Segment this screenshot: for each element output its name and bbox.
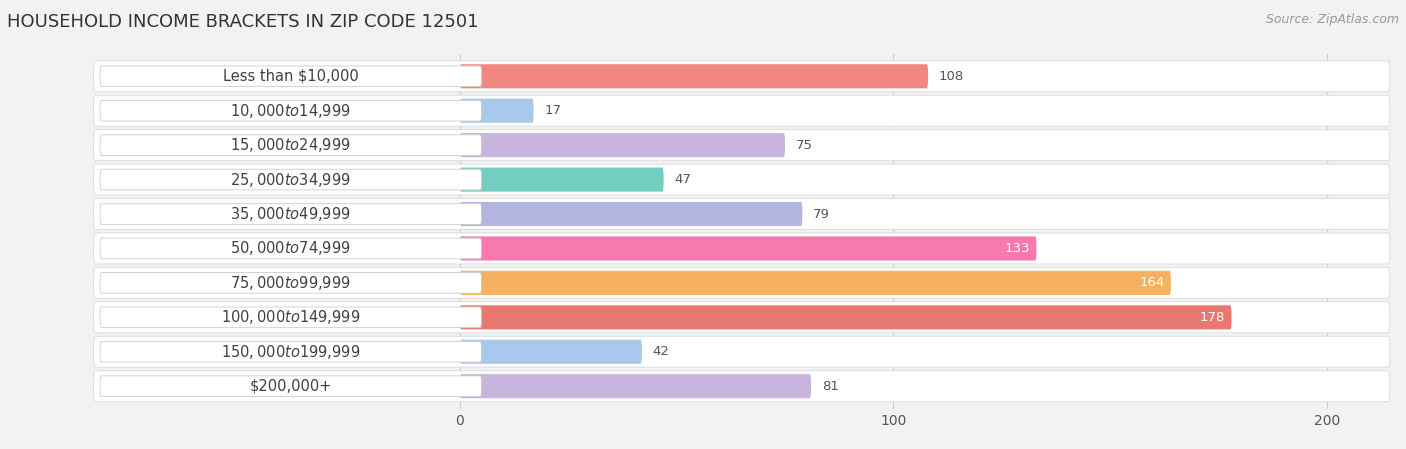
FancyBboxPatch shape xyxy=(100,135,481,155)
Text: 108: 108 xyxy=(939,70,965,83)
Text: $200,000+: $200,000+ xyxy=(250,379,332,394)
Text: 178: 178 xyxy=(1199,311,1225,324)
FancyBboxPatch shape xyxy=(100,238,481,259)
FancyBboxPatch shape xyxy=(460,237,1036,260)
FancyBboxPatch shape xyxy=(460,167,664,192)
Text: $75,000 to $99,999: $75,000 to $99,999 xyxy=(231,274,352,292)
FancyBboxPatch shape xyxy=(100,341,481,362)
FancyBboxPatch shape xyxy=(100,273,481,293)
Text: 164: 164 xyxy=(1139,277,1164,290)
FancyBboxPatch shape xyxy=(94,61,1389,92)
FancyBboxPatch shape xyxy=(94,336,1389,367)
Text: Source: ZipAtlas.com: Source: ZipAtlas.com xyxy=(1265,13,1399,26)
Text: 17: 17 xyxy=(544,104,561,117)
FancyBboxPatch shape xyxy=(100,376,481,396)
FancyBboxPatch shape xyxy=(460,340,643,364)
FancyBboxPatch shape xyxy=(94,164,1389,195)
FancyBboxPatch shape xyxy=(100,204,481,224)
FancyBboxPatch shape xyxy=(94,371,1389,402)
FancyBboxPatch shape xyxy=(460,305,1232,330)
Text: $150,000 to $199,999: $150,000 to $199,999 xyxy=(221,343,360,361)
FancyBboxPatch shape xyxy=(94,198,1389,229)
Text: $25,000 to $34,999: $25,000 to $34,999 xyxy=(231,171,352,189)
Text: 75: 75 xyxy=(796,139,813,152)
Text: 79: 79 xyxy=(813,207,830,220)
Text: HOUSEHOLD INCOME BRACKETS IN ZIP CODE 12501: HOUSEHOLD INCOME BRACKETS IN ZIP CODE 12… xyxy=(7,13,478,31)
FancyBboxPatch shape xyxy=(94,130,1389,161)
FancyBboxPatch shape xyxy=(94,95,1389,126)
FancyBboxPatch shape xyxy=(100,101,481,121)
FancyBboxPatch shape xyxy=(460,99,534,123)
Text: $35,000 to $49,999: $35,000 to $49,999 xyxy=(231,205,352,223)
Text: 81: 81 xyxy=(823,380,839,393)
FancyBboxPatch shape xyxy=(94,233,1389,264)
Text: 42: 42 xyxy=(652,345,669,358)
FancyBboxPatch shape xyxy=(94,268,1389,299)
FancyBboxPatch shape xyxy=(460,133,785,157)
Text: 133: 133 xyxy=(1004,242,1031,255)
Text: $100,000 to $149,999: $100,000 to $149,999 xyxy=(221,308,360,326)
FancyBboxPatch shape xyxy=(460,202,803,226)
FancyBboxPatch shape xyxy=(94,302,1389,333)
Text: $15,000 to $24,999: $15,000 to $24,999 xyxy=(231,136,352,154)
FancyBboxPatch shape xyxy=(460,64,928,88)
Text: Less than $10,000: Less than $10,000 xyxy=(224,69,359,84)
Text: $10,000 to $14,999: $10,000 to $14,999 xyxy=(231,102,352,120)
FancyBboxPatch shape xyxy=(100,66,481,87)
FancyBboxPatch shape xyxy=(100,307,481,328)
FancyBboxPatch shape xyxy=(460,374,811,398)
FancyBboxPatch shape xyxy=(460,271,1171,295)
Text: $50,000 to $74,999: $50,000 to $74,999 xyxy=(231,239,352,257)
Text: 47: 47 xyxy=(675,173,692,186)
FancyBboxPatch shape xyxy=(100,169,481,190)
